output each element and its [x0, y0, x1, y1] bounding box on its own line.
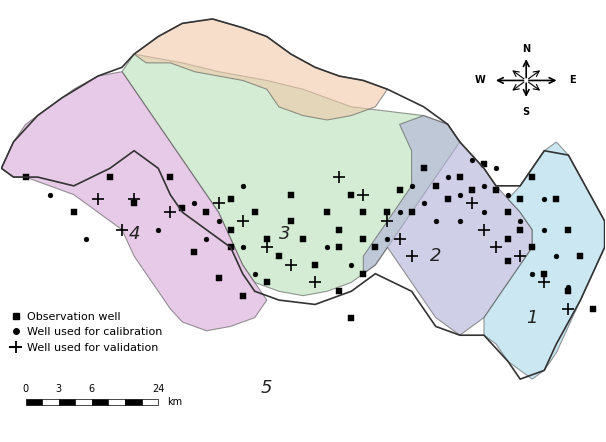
Bar	[108, 399, 125, 405]
Polygon shape	[364, 116, 532, 335]
Text: 2: 2	[430, 247, 441, 265]
Polygon shape	[484, 142, 605, 379]
Polygon shape	[1, 72, 267, 331]
Text: 3: 3	[56, 385, 62, 395]
Bar	[125, 399, 142, 405]
Legend: Observation well, Well used for calibration, Well used for validation: Observation well, Well used for calibrat…	[7, 308, 165, 356]
Text: 3: 3	[279, 225, 291, 243]
Text: km: km	[167, 397, 182, 407]
Bar	[59, 399, 75, 405]
Text: E: E	[569, 76, 576, 85]
Bar	[25, 399, 42, 405]
Text: 24: 24	[152, 385, 164, 395]
Bar	[142, 399, 158, 405]
Bar	[42, 399, 59, 405]
Polygon shape	[122, 54, 460, 296]
Bar	[92, 399, 108, 405]
Text: W: W	[474, 76, 485, 85]
Text: 5: 5	[261, 379, 273, 397]
Text: S: S	[522, 107, 530, 117]
Text: 0: 0	[22, 385, 28, 395]
Text: 4: 4	[128, 225, 140, 243]
Polygon shape	[134, 19, 387, 120]
Text: N: N	[522, 44, 530, 54]
Bar	[75, 399, 92, 405]
Text: 6: 6	[89, 385, 95, 395]
Text: 1: 1	[527, 309, 538, 327]
